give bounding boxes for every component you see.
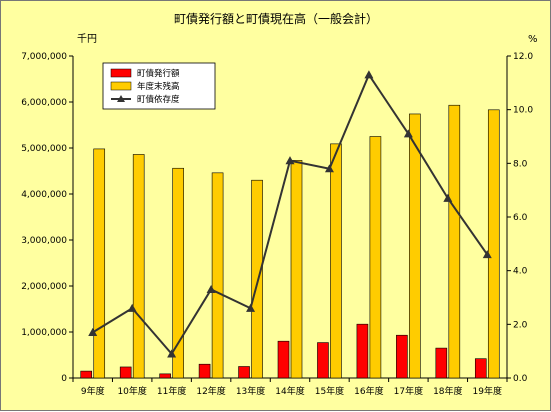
dependency-point	[88, 327, 98, 336]
bar-balance	[330, 143, 342, 379]
dependency-point	[443, 193, 453, 202]
x-axis-category-label: 9年度	[81, 385, 105, 397]
bar-balance	[93, 148, 106, 379]
chart-title: 町債発行額と町債現在高（一般会計）	[174, 11, 378, 26]
dependency-point	[246, 303, 256, 312]
right-axis-tick-label: 4.0	[513, 267, 528, 277]
plot-area: 0 1,000,000 2,000,000 3,000,000 4,000,000 5,0…	[21, 52, 533, 397]
bar-issue	[396, 334, 408, 379]
bar-issue	[435, 347, 448, 379]
x-axis-category-label: 17年度	[394, 385, 423, 397]
bar-issue	[80, 370, 93, 379]
bar-issue	[356, 323, 369, 379]
bar-balance	[251, 179, 263, 379]
x-axis-category-label: 11年度	[157, 385, 186, 397]
right-axis-tick-label: 6.0	[513, 213, 528, 223]
left-axis-unit: 千円	[77, 33, 97, 45]
x-axis-category-label: 15年度	[315, 385, 344, 397]
bar-balance	[448, 104, 461, 379]
x-axis-category-label: 16年度	[354, 385, 383, 397]
bar-balance	[290, 160, 303, 379]
x-axis-category-label: 18年度	[433, 385, 462, 397]
legend-swatch	[110, 68, 132, 78]
dependency-point	[364, 70, 374, 79]
left-axis-tick-label: 7,000,000	[21, 52, 67, 62]
x-axis-category-label: 10年度	[117, 385, 146, 397]
left-axis-tick-label: 2,000,000	[21, 282, 67, 292]
bar-issue	[277, 340, 290, 379]
left-axis-tick-label: 5,000,000	[21, 144, 67, 154]
bar-issue	[317, 342, 329, 379]
legend-label: 町債依存度	[137, 94, 180, 105]
bar-balance	[132, 154, 145, 379]
x-axis-category-label: 12年度	[196, 385, 225, 397]
bar-balance	[369, 136, 382, 379]
left-axis-tick-label: 4,000,000	[21, 190, 67, 200]
dependency-point	[403, 129, 413, 138]
left-axis-tick-label: 3,000,000	[21, 236, 67, 246]
dependency-point	[206, 284, 216, 294]
legend-marker	[117, 95, 125, 102]
dependency-line	[92, 72, 489, 356]
right-axis-tick-label: 8.0	[513, 159, 528, 169]
x-axis-category-label: 13年度	[236, 385, 265, 397]
bar-issue	[119, 366, 132, 379]
right-axis-tick-label: 12.0	[513, 52, 533, 62]
x-axis-category-label: 19年度	[473, 385, 502, 397]
dependency-point	[127, 303, 137, 312]
right-axis-tick-label: 2.0	[513, 320, 528, 330]
bar-balance	[487, 109, 500, 379]
bar-issue	[238, 366, 250, 379]
left-axis-tick-label: 0	[61, 374, 67, 384]
bar-balance	[211, 172, 224, 379]
legend-swatch	[110, 81, 132, 91]
right-axis-tick-label: 0.0	[513, 374, 528, 384]
bar-issue	[198, 363, 211, 379]
right-axis-tick-label: 10.0	[513, 106, 533, 116]
bar-balance	[409, 113, 421, 379]
right-axis-unit: %	[528, 34, 538, 45]
legend-label: 町債発行額	[137, 68, 180, 79]
bar-issue	[159, 373, 171, 379]
dependency-point	[167, 349, 177, 358]
dependency-point	[482, 250, 492, 259]
legend-label: 年度末残高	[137, 81, 180, 92]
dependency-point	[285, 156, 295, 165]
bar-issue	[474, 358, 487, 379]
dependency-point	[324, 164, 334, 173]
bar-balance	[172, 167, 184, 379]
x-axis-category-label: 14年度	[275, 385, 304, 397]
left-axis-tick-label: 1,000,000	[21, 328, 67, 338]
left-axis-tick-label: 6,000,000	[21, 98, 67, 108]
